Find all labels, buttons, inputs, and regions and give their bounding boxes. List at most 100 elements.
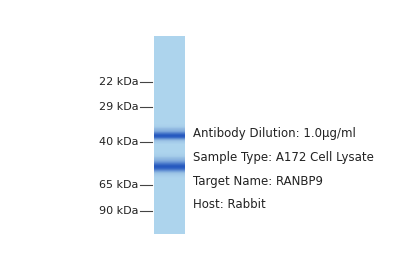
- Bar: [154, 134, 185, 138]
- Bar: [154, 168, 185, 172]
- Text: 90 kDa: 90 kDa: [99, 206, 138, 216]
- Bar: [154, 124, 185, 128]
- Bar: [154, 131, 185, 135]
- Bar: [154, 156, 185, 159]
- Bar: [154, 160, 185, 163]
- Bar: [154, 140, 185, 143]
- Bar: [154, 132, 185, 135]
- Bar: [154, 135, 185, 139]
- Bar: [154, 163, 185, 167]
- Bar: [154, 171, 185, 175]
- Bar: [154, 169, 185, 172]
- Bar: [154, 36, 185, 234]
- Bar: [154, 126, 185, 129]
- Bar: [154, 126, 185, 129]
- Bar: [154, 157, 185, 160]
- Bar: [154, 163, 185, 167]
- Bar: [154, 130, 185, 134]
- Bar: [154, 137, 185, 141]
- Bar: [154, 127, 185, 130]
- Bar: [154, 127, 185, 131]
- Bar: [154, 129, 185, 132]
- Bar: [154, 136, 185, 139]
- Bar: [154, 165, 185, 168]
- Bar: [154, 125, 185, 128]
- Bar: [154, 128, 185, 132]
- Bar: [154, 159, 185, 162]
- Bar: [154, 162, 185, 166]
- Bar: [154, 136, 185, 139]
- Bar: [154, 155, 185, 158]
- Bar: [154, 173, 185, 176]
- Text: 22 kDa: 22 kDa: [99, 77, 138, 87]
- Bar: [154, 137, 185, 140]
- Bar: [154, 136, 185, 140]
- Text: 40 kDa: 40 kDa: [99, 137, 138, 147]
- Bar: [154, 173, 185, 176]
- Bar: [154, 139, 185, 143]
- Bar: [154, 130, 185, 133]
- Bar: [154, 154, 185, 157]
- Bar: [154, 157, 185, 160]
- Bar: [154, 171, 185, 174]
- Text: Host: Rabbit: Host: Rabbit: [193, 198, 265, 211]
- Bar: [154, 158, 185, 161]
- Bar: [154, 126, 185, 129]
- Bar: [154, 159, 185, 162]
- Bar: [154, 138, 185, 141]
- Bar: [154, 128, 185, 131]
- Bar: [154, 156, 185, 159]
- Bar: [154, 134, 185, 137]
- Bar: [154, 153, 185, 156]
- Bar: [154, 174, 185, 177]
- Bar: [154, 156, 185, 159]
- Bar: [154, 130, 185, 134]
- Bar: [154, 128, 185, 132]
- Bar: [154, 164, 185, 167]
- Bar: [154, 132, 185, 135]
- Bar: [154, 131, 185, 134]
- Bar: [154, 170, 185, 173]
- Bar: [154, 174, 185, 178]
- Text: Antibody Dilution: 1.0µg/ml: Antibody Dilution: 1.0µg/ml: [193, 127, 356, 140]
- Bar: [154, 164, 185, 168]
- Bar: [154, 134, 185, 137]
- Bar: [154, 132, 185, 135]
- Bar: [154, 161, 185, 164]
- Bar: [154, 152, 185, 156]
- Bar: [154, 152, 185, 156]
- Bar: [154, 160, 185, 163]
- Bar: [154, 130, 185, 133]
- Bar: [154, 138, 185, 141]
- Bar: [154, 137, 185, 140]
- Bar: [154, 159, 185, 162]
- Bar: [154, 165, 185, 168]
- Bar: [154, 138, 185, 142]
- Bar: [154, 174, 185, 178]
- Bar: [154, 129, 185, 132]
- Bar: [154, 124, 185, 127]
- Bar: [154, 133, 185, 136]
- Bar: [154, 134, 185, 138]
- Bar: [154, 137, 185, 140]
- Bar: [154, 129, 185, 132]
- Bar: [154, 171, 185, 174]
- Bar: [154, 170, 185, 174]
- Bar: [154, 138, 185, 141]
- Bar: [154, 156, 185, 160]
- Bar: [154, 159, 185, 163]
- Bar: [154, 136, 185, 139]
- Bar: [154, 154, 185, 158]
- Bar: [154, 129, 185, 132]
- Bar: [154, 132, 185, 136]
- Bar: [154, 156, 185, 160]
- Bar: [154, 139, 185, 142]
- Bar: [154, 140, 185, 143]
- Bar: [154, 133, 185, 136]
- Bar: [154, 127, 185, 130]
- Bar: [154, 161, 185, 164]
- Bar: [154, 171, 185, 175]
- Bar: [154, 170, 185, 173]
- Bar: [154, 162, 185, 165]
- Bar: [154, 136, 185, 140]
